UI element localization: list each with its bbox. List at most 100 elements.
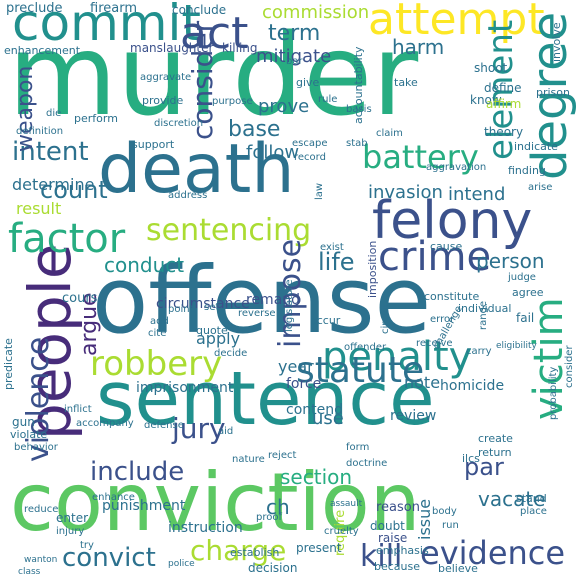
word-occur: occur	[310, 314, 341, 327]
word-jury: jury	[171, 412, 226, 445]
word-factor: factor	[8, 216, 126, 262]
word-believe: believe	[438, 562, 478, 575]
word-enhance: enhance	[92, 492, 135, 503]
word-conduct: conduct	[104, 253, 184, 277]
word-impose: impose	[273, 239, 308, 348]
word-finding: finding	[508, 164, 546, 177]
word-firearm: firearm	[90, 1, 137, 16]
word-offender: offender	[344, 342, 387, 353]
word-accountability: accountability	[352, 46, 365, 124]
word-legislature: legislature	[284, 280, 295, 332]
word-take: take	[394, 76, 418, 89]
word-decision: decision	[248, 561, 297, 575]
word-point: point	[168, 304, 194, 315]
word-commission: commission	[262, 2, 369, 23]
word-determine: determine	[12, 175, 94, 194]
word-define: define	[484, 81, 522, 95]
word-know: know	[470, 93, 502, 107]
word-consider: consider	[564, 345, 575, 388]
word-doctrine: doctrine	[346, 458, 387, 469]
word-gun: gun	[12, 415, 35, 429]
word-probability: probability	[548, 367, 559, 420]
word-sentencing: sentencing	[146, 213, 311, 248]
word-police: police	[168, 559, 195, 569]
word-violence: violence	[21, 337, 56, 462]
word-reduce: reduce	[24, 504, 58, 515]
word-kill: kill	[360, 539, 402, 574]
word-receive: receive	[416, 338, 453, 349]
word-result: result	[16, 199, 61, 218]
word-conviction: conviction	[10, 456, 420, 549]
word-fail: fail	[516, 311, 534, 325]
word-killing: killing	[222, 41, 258, 55]
word-remand: remand	[246, 292, 300, 308]
word-punishment: punishment	[102, 498, 186, 514]
word-ch: ch	[266, 495, 290, 519]
word-life: life	[318, 248, 355, 276]
word-commit: commit	[12, 0, 201, 52]
word-penalty: penalty	[322, 334, 472, 380]
word-reject: reject	[268, 450, 296, 461]
word-raise: raise	[378, 531, 407, 545]
word-address: address	[168, 190, 207, 201]
word-behavior: behavior	[14, 442, 59, 453]
word-require: require	[333, 510, 348, 556]
word-cite: cite	[148, 328, 166, 339]
word-eligibility: eligibility	[496, 341, 537, 351]
word-element: element	[481, 20, 521, 160]
word-homicide: homicide	[440, 378, 504, 394]
word-include: include	[90, 457, 184, 487]
word-cruelty: cruelty	[324, 526, 359, 537]
word-decide: decide	[214, 348, 247, 359]
word-body: body	[432, 506, 457, 517]
word-individual: individual	[458, 302, 511, 315]
word-reverse: reverse	[238, 308, 276, 319]
word-doubt: doubt	[370, 519, 405, 533]
word-set: set	[204, 302, 219, 313]
word-invasion: invasion	[368, 182, 443, 203]
word-ilcs: ilcs	[462, 452, 480, 465]
word-carry: carry	[466, 346, 492, 357]
word-error: error	[430, 314, 455, 325]
word-purpose: purpose	[212, 96, 253, 107]
word-instruction: instruction	[168, 520, 243, 536]
word-basis: basis	[346, 104, 372, 115]
word-affirm: affirm	[486, 97, 521, 111]
word-provide: provide	[142, 94, 184, 107]
word-nature: nature	[232, 454, 265, 465]
word-return: return	[478, 446, 512, 459]
word-robbery: robbery	[90, 344, 222, 384]
word-add: add	[150, 316, 169, 327]
word-rule: rule	[318, 94, 337, 105]
word-course: course	[62, 291, 105, 306]
word-law: law	[314, 183, 325, 200]
word-murder: murder	[8, 11, 419, 141]
word-escape: escape	[292, 138, 328, 149]
word-because: because	[374, 560, 420, 573]
word-predicate: predicate	[2, 338, 15, 390]
word-convict: convict	[62, 543, 156, 573]
word-mitigate: mitigate	[256, 46, 331, 67]
word-people: people	[16, 243, 84, 440]
word-evidence: evidence	[420, 534, 565, 572]
word-enter: enter	[56, 511, 88, 525]
word-judge: judge	[507, 272, 536, 283]
word-perform: perform	[74, 112, 118, 125]
word-preclude: preclude	[6, 1, 63, 16]
word-aggravate: aggravate	[140, 72, 191, 83]
word-person: person	[476, 249, 545, 273]
word-manslaughter: manslaughter	[130, 41, 214, 55]
word-give: give	[296, 76, 320, 89]
word-constitute: constitute	[424, 290, 479, 303]
word-imposition: imposition	[366, 241, 379, 298]
word-issue: issue	[415, 499, 434, 540]
word-bar: bar	[286, 56, 303, 67]
word-stab: stab	[346, 138, 368, 149]
word-circumstance: circumstance	[156, 296, 250, 312]
word-harm: harm	[392, 35, 444, 59]
word-imprisonment: imprisonment	[136, 380, 234, 396]
word-stand: stand	[516, 492, 547, 505]
word-intend: intend	[448, 184, 505, 205]
